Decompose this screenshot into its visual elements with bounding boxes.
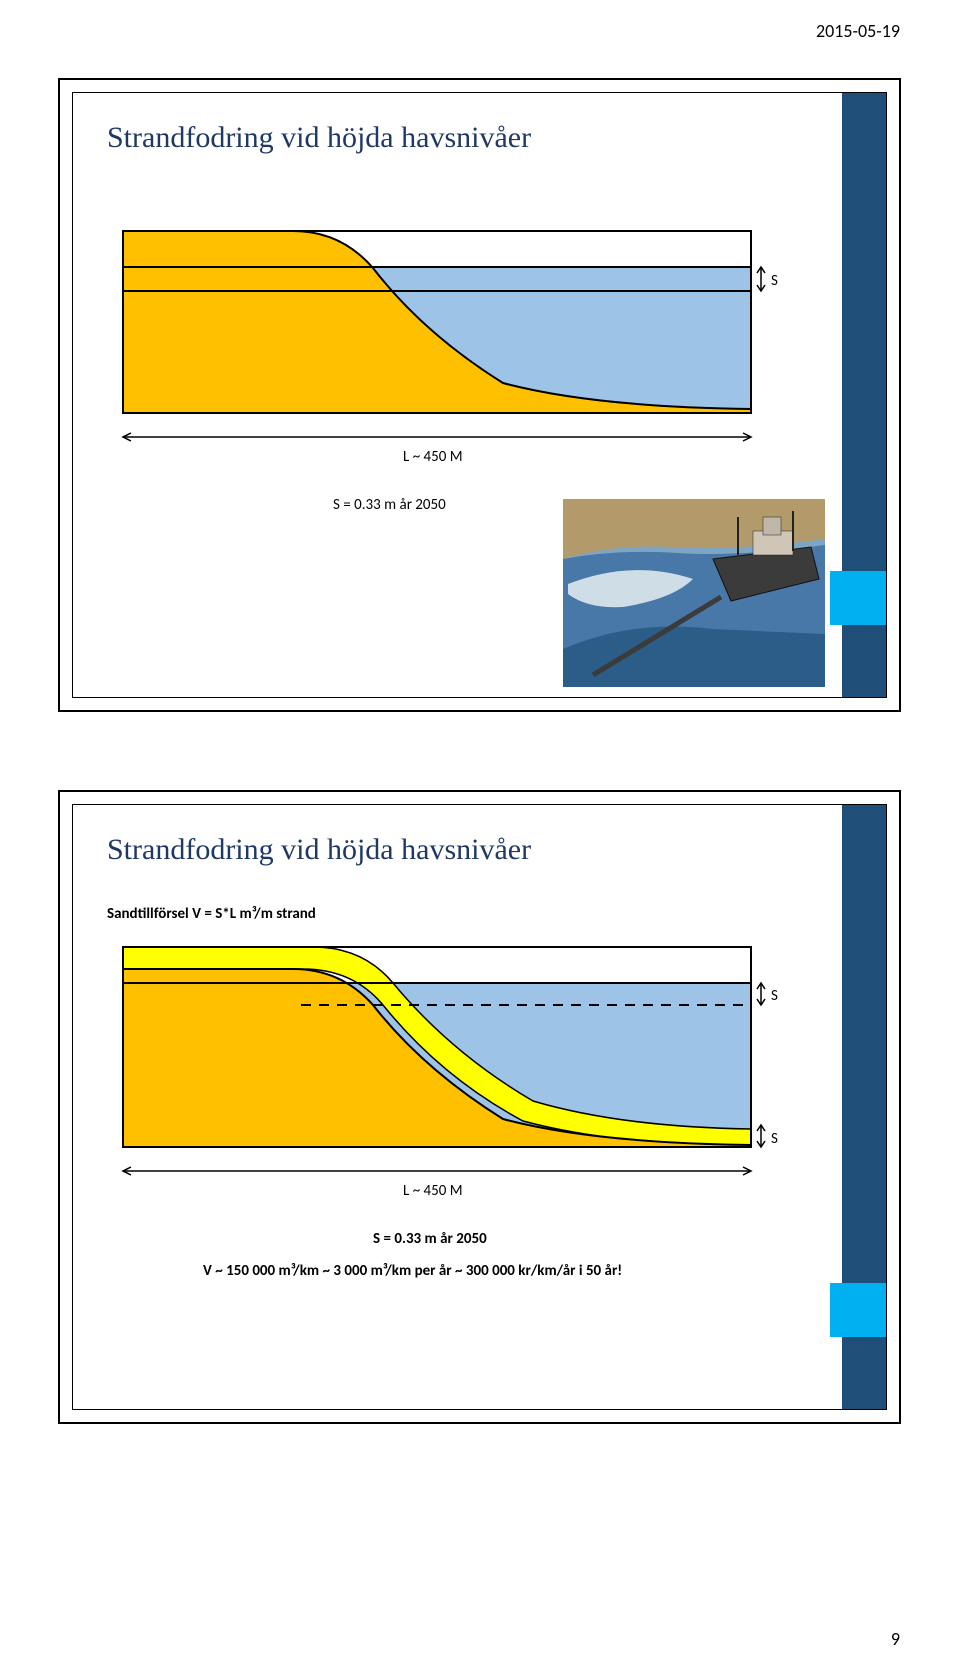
slide-1: Strandfodring vid höjda havsnivåer S: [58, 78, 901, 712]
slide1-l-label: L ~ 450 M: [403, 448, 463, 466]
slide1-s-label: S: [771, 272, 778, 290]
slide1-sidebar-bright: [830, 571, 886, 625]
slide2-s-top: S: [771, 987, 778, 1005]
header-date: 2015-05-19: [816, 20, 900, 42]
slide2-diagram: S S L ~ 450 M S = 0.33 m år 2050 V ~ 150…: [73, 825, 843, 1295]
slide1-eq: S = 0.33 m år 2050: [333, 496, 446, 514]
slide-2: Strandfodring vid höjda havsnivåer Sandt…: [58, 790, 901, 1424]
footer-page: 9: [891, 1628, 900, 1650]
slide2-eq: S = 0.33 m år 2050: [373, 1230, 487, 1248]
slide1-diagram: S L ~ 450 M S = 0.33 m år 2050: [73, 93, 843, 523]
slide2-sidebar-bright: [830, 1283, 886, 1337]
slide2-s-bot: S: [771, 1130, 778, 1148]
slide-2-inner: Strandfodring vid höjda havsnivåer Sandt…: [72, 804, 887, 1410]
slide2-l-label: L ~ 450 M: [403, 1182, 463, 1200]
slide2-v: V ~ 150 000 m³/km ~ 3 000 m³/km per år ~…: [203, 1262, 622, 1280]
slide-1-inner: Strandfodring vid höjda havsnivåer S: [72, 92, 887, 698]
slide1-photo: [563, 499, 825, 687]
